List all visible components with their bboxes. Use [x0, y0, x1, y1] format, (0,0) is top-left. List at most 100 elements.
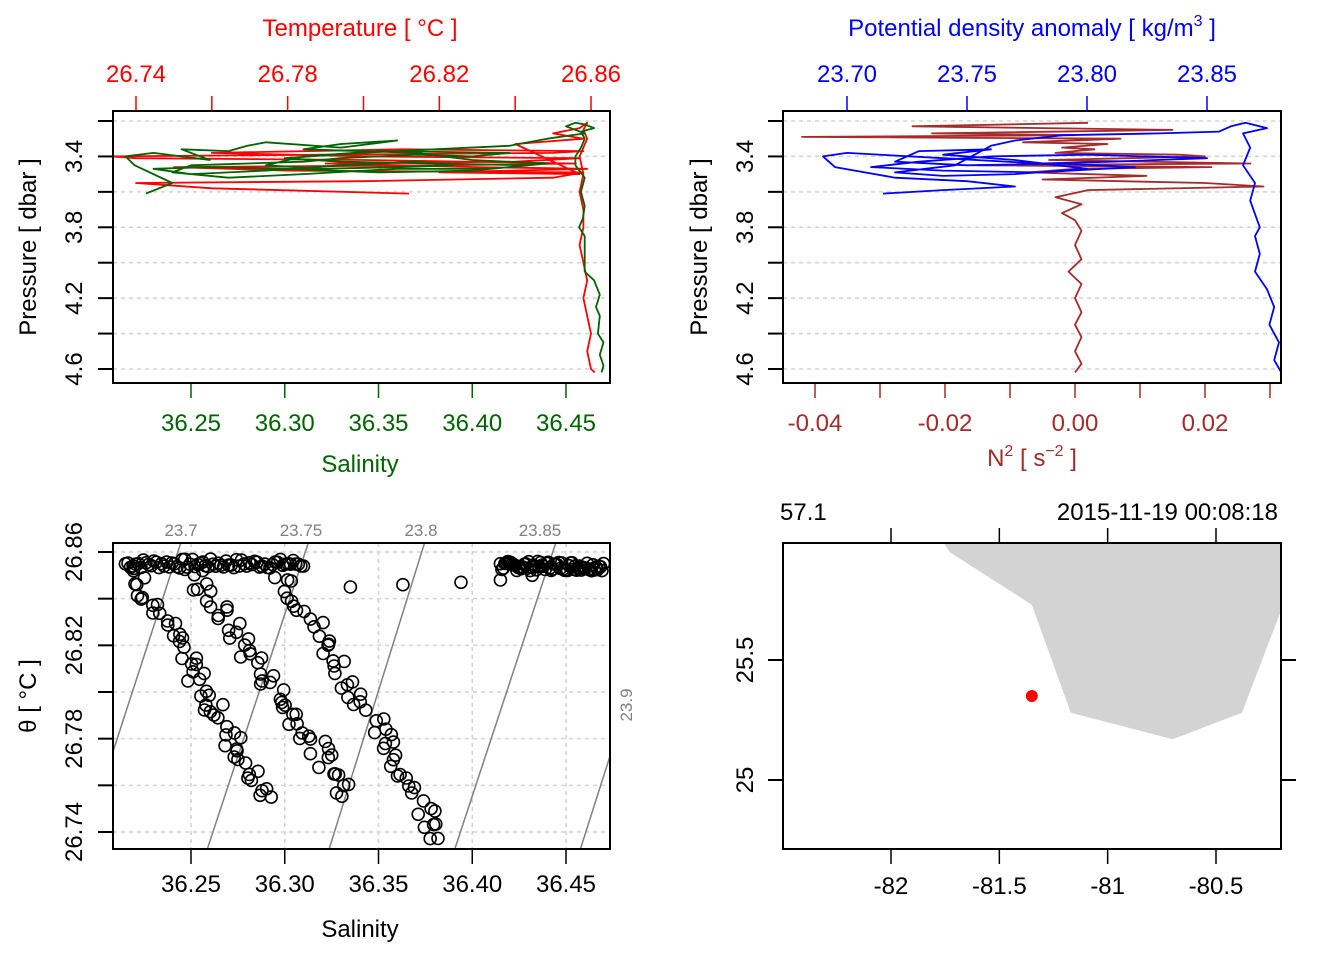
ts-point — [223, 631, 237, 645]
pressure-axis-tick-label: 3.8 — [61, 211, 88, 244]
ts-point — [160, 614, 175, 628]
ts-point — [181, 674, 195, 688]
pressure-axis-2-tick-label: 4.2 — [732, 281, 759, 314]
ts-point — [231, 752, 245, 767]
ts-point — [404, 786, 419, 800]
ts-point — [211, 710, 225, 725]
pressure-axis: 3.4 3.8 4.2 4.6 — [61, 120, 112, 386]
ts-point — [301, 729, 316, 744]
isopycnal-label: 23.7 — [164, 521, 197, 540]
isopycnal-line — [328, 543, 426, 849]
ts-point — [396, 577, 410, 592]
ts-point — [390, 769, 405, 783]
ts-point — [428, 804, 442, 818]
density-n2-series — [801, 121, 1283, 374]
salinity-axis-tick-label: 36.25 — [161, 410, 221, 437]
ts-diagram-plot-frame — [112, 542, 611, 850]
ts-point — [134, 592, 148, 606]
ts-point — [286, 599, 301, 614]
ts-point — [229, 552, 244, 567]
ts-point — [220, 600, 234, 614]
ts-point — [254, 651, 269, 665]
pressure-axis-2-tick-label: 3.8 — [732, 211, 759, 244]
isopycnal-line — [579, 753, 610, 849]
density-axis-title: Potential density anomaly [ kg/m3 ] — [848, 13, 1216, 42]
longitude-axis: -82 -81.5 -81 -80.5 — [874, 850, 1244, 900]
ts-point — [327, 659, 341, 673]
ts-point — [292, 731, 307, 746]
ts-salinity-axis-tick-label: 36.35 — [348, 871, 408, 898]
n2-axis-tick-label: 0.02 — [1182, 410, 1229, 437]
pressure-axis-title-2: Pressure [ dbar ] — [686, 158, 713, 335]
ts-salinity-axis-tick-label: 36.40 — [442, 871, 502, 898]
theta-axis-tick-label: 26.74 — [61, 802, 88, 862]
station-marker[interactable] — [1025, 690, 1038, 702]
isopycnal-lines — [113, 543, 610, 849]
ts-point — [202, 688, 216, 703]
longitude-axis-tick-label: -80.5 — [1189, 873, 1244, 900]
ts-point — [203, 600, 218, 614]
ts-point — [595, 563, 609, 578]
station-map-panel: 57.1 2015-11-19 00:08:18 -82 -81.5 -81 -80.… — [732, 499, 1296, 900]
ts-point — [525, 568, 540, 583]
ts-point — [297, 604, 311, 619]
pressure-axis-title: Pressure [ dbar ] — [15, 158, 42, 335]
ts-salinity-axis: 36.25 36.30 36.35 36.40 36.45 — [161, 850, 596, 898]
n2-profile-line — [801, 121, 1265, 374]
longitude-axis-tick-label: -81.5 — [972, 873, 1027, 900]
ts-point — [146, 606, 160, 620]
ts-point — [264, 790, 279, 804]
ts-point — [150, 597, 165, 612]
ts-salinity-axis-tick-label: 36.25 — [161, 871, 221, 898]
ts-point — [275, 700, 290, 715]
ts-point — [195, 563, 210, 578]
isopycnal-labels: 23.7 23.75 23.8 23.85 23.9 — [164, 521, 636, 722]
temperature-axis-tick-label: 26.78 — [258, 61, 318, 88]
ts-point — [454, 575, 468, 590]
salinity-axis-tick-label: 36.40 — [442, 410, 502, 437]
ts-point — [233, 616, 247, 631]
latitude-axis-right — [1282, 659, 1296, 781]
ts-point — [184, 657, 199, 671]
latitude-axis: 25 25.5 — [732, 637, 782, 793]
ts-point — [244, 773, 259, 788]
ts-point — [211, 611, 225, 626]
ts-point — [336, 778, 351, 793]
pressure-axis-tick-label: 4.6 — [61, 352, 88, 385]
ts-point — [417, 820, 432, 835]
theta-axis-tick-label: 26.82 — [61, 615, 88, 675]
ts-point — [283, 557, 298, 572]
ts-point — [146, 598, 160, 613]
longitude-axis-tick-label: -82 — [874, 873, 909, 900]
density-axis-tick-label: 23.75 — [937, 61, 997, 88]
isopycnal-line — [206, 543, 310, 849]
theta-axis-title: θ [ °C ] — [15, 659, 42, 733]
ts-point — [189, 657, 204, 672]
ts-point — [303, 612, 318, 626]
ts-point — [243, 646, 257, 661]
density-profile-line — [822, 121, 1283, 373]
ts-point — [206, 557, 220, 572]
ts-point — [318, 734, 333, 749]
ts-point — [423, 831, 438, 846]
temperature-axis: 26.74 26.78 26.82 26.86 — [106, 61, 621, 110]
pressure-axis-2-tick-label: 4.6 — [732, 352, 759, 385]
salinity-axis-tick-label: 36.45 — [536, 410, 596, 437]
ts-point — [187, 567, 202, 582]
ts-point — [221, 623, 236, 638]
ts-point — [233, 650, 248, 664]
ts-point — [234, 730, 248, 745]
n2-axis-tick-label: -0.04 — [788, 410, 843, 437]
ts-point — [343, 580, 358, 594]
salinity-profile-line — [124, 121, 605, 373]
ts-point — [369, 713, 384, 728]
ts-point — [277, 584, 292, 599]
ts-point — [303, 732, 318, 746]
temperature-axis-tick-label: 26.82 — [409, 61, 469, 88]
density-axis: 23.70 23.75 23.80 23.85 — [817, 61, 1237, 110]
ts-point — [411, 807, 426, 822]
isopycnal-label: 23.75 — [280, 521, 323, 540]
ts-point — [137, 570, 152, 585]
ts-point — [161, 618, 175, 632]
